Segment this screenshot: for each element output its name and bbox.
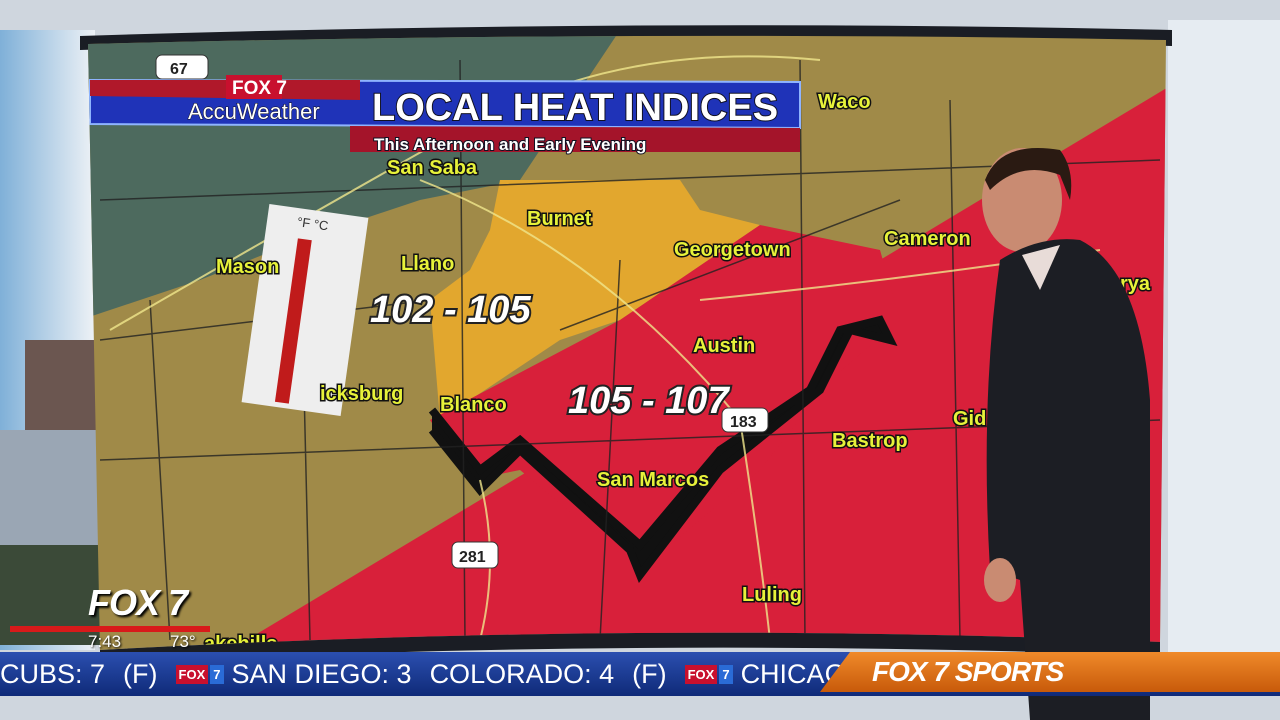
presenter [982, 148, 1150, 720]
city-label: Burnet [527, 208, 592, 230]
city-label: Blanco [440, 394, 507, 416]
fox7-logo-text: FOX 7 [232, 78, 287, 99]
highway-shield-281: 281 [451, 541, 499, 569]
svg-text:281: 281 [459, 549, 486, 566]
screen-bottom-frame [100, 632, 1160, 664]
sponsor-logo: AccuWeather [188, 99, 320, 124]
fox-mini-logo: FOX [684, 664, 718, 684]
city-label: San Saba [387, 157, 478, 179]
region-105-107 [430, 225, 900, 570]
bug-divider [10, 626, 210, 632]
svg-text:°F °C: °F °C [296, 214, 329, 233]
city-building [25, 340, 100, 440]
highway-shield-67: 67 [155, 54, 209, 80]
current-temperature: 73° [170, 632, 196, 651]
title-banner: FOX 7 AccuWeather LOCAL HEAT INDICES Thi… [89, 75, 801, 155]
range-label-102-105: 102 - 105 [370, 289, 531, 331]
city-label: Austin [693, 335, 755, 357]
ticker-item: (F) [123, 658, 158, 689]
ticker-item: COLORADO: 4 [429, 658, 615, 689]
studio-panel [1168, 20, 1280, 660]
svg-text:67: 67 [170, 61, 188, 78]
fox-mini-logo-7: 7 [210, 664, 224, 684]
sports-section-label: FOX 7 SPORTS [820, 652, 1280, 692]
fox-mini-logo-7: 7 [719, 664, 733, 684]
city-label: Georgetown [674, 239, 791, 261]
city-label: Mason [216, 256, 279, 278]
ticker-item: (F) [632, 658, 667, 689]
subtitle: This Afternoon and Early Evening [374, 135, 646, 154]
ticker-item: SAN DIEGO: 3 [231, 658, 412, 689]
city-label: San Marcos [597, 469, 709, 491]
fox-mini-logo: FOX [175, 664, 209, 684]
city-label: icksburg [320, 383, 403, 405]
region-102-105 [430, 180, 760, 420]
thermometer-icon: °F °C [241, 204, 369, 416]
range-label-105-107: 105 - 107 [568, 380, 730, 422]
svg-text:183: 183 [730, 414, 757, 431]
ticker-item: CUBS: 7 [0, 658, 106, 689]
page-title: LOCAL HEAT INDICES [372, 87, 778, 129]
city-label: Cameron [884, 228, 971, 250]
city-label: Llano [401, 253, 454, 275]
city-label: Luling [742, 584, 802, 606]
highway-shield-183: 183 [721, 407, 769, 433]
city-label: Bastrop [832, 430, 908, 452]
fox-logo [226, 75, 282, 99]
city-label: Waco [818, 91, 871, 113]
fox7-corner-logo: FOX 7 [88, 582, 188, 623]
corner-bug: FOX 7 7:43 73° [10, 582, 210, 652]
boundary-line [428, 315, 898, 584]
city-label: Gid [953, 408, 986, 430]
weather-map: °F °C 67 183 281 San Saba Burnet Llano M… [88, 35, 1166, 651]
clock: 7:43 [88, 632, 122, 651]
city-building [0, 430, 100, 550]
